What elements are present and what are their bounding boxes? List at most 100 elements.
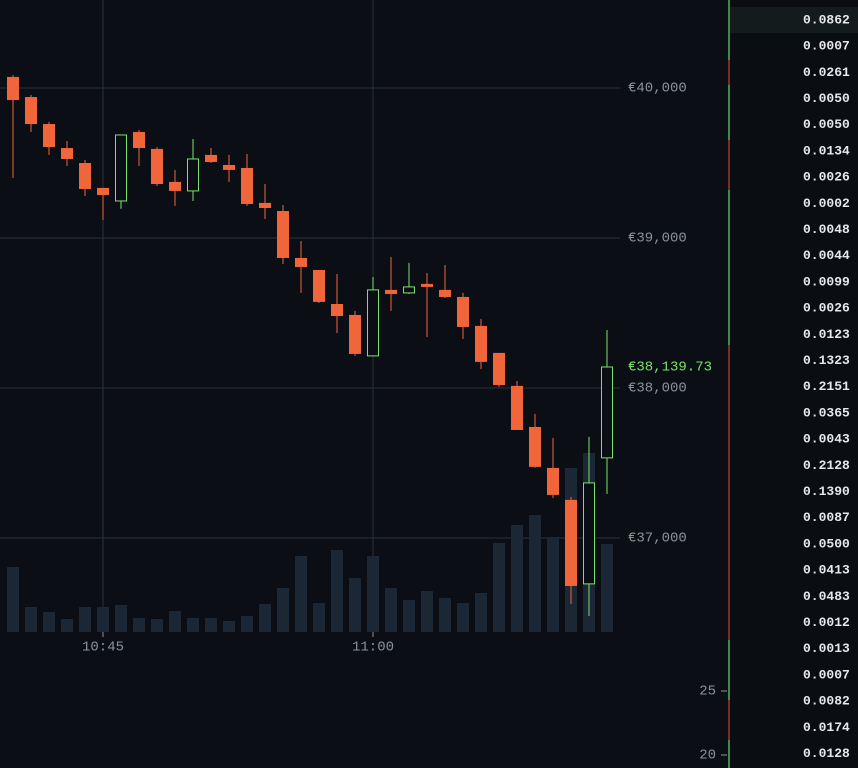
candle: [493, 352, 505, 387]
order-amount: 0.0174: [803, 720, 850, 735]
order-amount: 0.0050: [803, 91, 850, 106]
candle-body: [25, 97, 37, 125]
volume-bar: [511, 525, 523, 632]
last-price-label: €38,139.73: [628, 360, 712, 376]
volume-bar: [7, 567, 19, 632]
order-amount: 0.0026: [803, 170, 850, 185]
depth-tick-label: 25: [699, 684, 716, 700]
candle-body: [547, 467, 559, 495]
candle-body: [277, 211, 289, 258]
volume-bar: [277, 588, 289, 632]
volume-bar: [43, 612, 55, 632]
x-tick-label: 10:45: [82, 640, 124, 656]
volume-bar: [115, 605, 127, 632]
depth-tick-label: 20: [699, 748, 716, 764]
candle-body: [295, 257, 307, 267]
candle-body: [439, 289, 451, 297]
candle-body: [457, 296, 469, 327]
order-amount: 0.0134: [803, 143, 850, 158]
volume-bar: [331, 550, 343, 632]
candle-body: [115, 134, 127, 202]
candle-body: [565, 499, 577, 586]
candle: [205, 148, 217, 164]
order-amount: 0.1390: [803, 484, 850, 499]
order-amount: 0.2151: [803, 379, 850, 394]
candle: [79, 160, 91, 197]
candle-body: [493, 352, 505, 385]
order-amount: 0.0123: [803, 327, 850, 342]
volume-bar: [367, 556, 379, 632]
candle: [7, 74, 19, 179]
candle: [259, 184, 271, 219]
candle: [43, 121, 55, 155]
volume-bar: [313, 603, 325, 632]
candle-body: [7, 76, 19, 101]
volume-bar: [187, 618, 199, 632]
order-amount: 0.0050: [803, 117, 850, 132]
candle: [295, 241, 307, 293]
candle-body: [403, 286, 415, 294]
candle-body: [205, 154, 217, 162]
candle-body: [259, 202, 271, 209]
order-book-highlight: [730, 7, 858, 33]
candle: [97, 187, 109, 221]
candle: [61, 140, 73, 167]
candle: [331, 274, 343, 333]
candle-body: [475, 325, 487, 362]
order-amount: 0.0044: [803, 248, 850, 263]
order-amount: 0.0413: [803, 563, 850, 578]
candle: [277, 205, 289, 264]
volume-bar: [259, 604, 271, 632]
order-amount: 0.0026: [803, 301, 850, 316]
order-amount: 0.0043: [803, 432, 850, 447]
volume-bar: [169, 611, 181, 632]
candle-body: [385, 289, 397, 294]
volume-bar: [475, 593, 487, 632]
volume-bar: [79, 607, 91, 632]
volume-bar: [205, 618, 217, 632]
candle: [583, 436, 595, 616]
candle: [367, 277, 379, 357]
candle-body: [511, 385, 523, 430]
volume-bar: [349, 578, 361, 632]
volume-bar: [403, 600, 415, 632]
candle-layer: [7, 74, 613, 616]
x-tick-label: 11:00: [352, 640, 394, 656]
candle: [601, 329, 613, 494]
candle-body: [151, 148, 163, 185]
candle-body: [349, 314, 361, 354]
volume-bar: [241, 616, 253, 632]
candle: [313, 269, 325, 303]
order-amount: 0.0007: [803, 667, 850, 682]
order-amount: 0.0048: [803, 222, 850, 237]
y-tick-label: €39,000: [628, 231, 687, 247]
grid: [0, 0, 620, 637]
candle-body: [313, 269, 325, 302]
volume-bar: [151, 619, 163, 632]
candle: [385, 256, 397, 311]
order-book-panel: [730, 0, 858, 768]
candle-body: [187, 158, 199, 192]
candle: [223, 154, 235, 182]
volume-bar: [25, 607, 37, 632]
candle-body: [331, 304, 343, 316]
candle: [439, 265, 451, 299]
order-amount: 0.2128: [803, 458, 850, 473]
order-amount: 0.0087: [803, 510, 850, 525]
order-amount: 0.0862: [803, 12, 850, 27]
candle-body: [529, 426, 541, 467]
volume-bar: [529, 515, 541, 632]
candle-body: [169, 181, 181, 191]
volume-bar: [61, 619, 73, 632]
y-tick-label: €37,000: [628, 531, 687, 547]
candle: [565, 496, 577, 604]
candle: [133, 130, 145, 167]
candle-body: [367, 289, 379, 357]
order-amount: 0.0261: [803, 65, 850, 80]
order-amount: 0.0483: [803, 589, 850, 604]
order-amount: 0.1323: [803, 353, 850, 368]
candle: [403, 262, 415, 294]
order-amount: 0.0099: [803, 274, 850, 289]
